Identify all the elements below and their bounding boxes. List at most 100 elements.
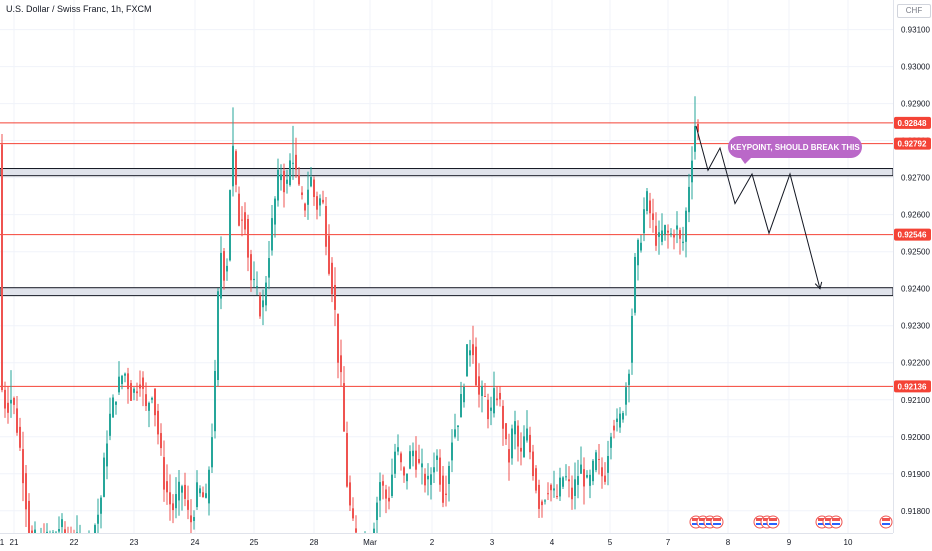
candle-body (463, 387, 465, 403)
candle-body (682, 241, 684, 244)
candle-body (658, 232, 660, 237)
candle-body (160, 433, 162, 449)
flag-ring (710, 515, 724, 529)
y-tick-label: 0.92500 (901, 248, 930, 257)
candle-body (130, 383, 132, 401)
y-tick-label: 0.92000 (901, 433, 930, 442)
candle-body (127, 373, 129, 390)
chart-title: U.S. Dollar / Swiss Franc, 1h, FXCM (6, 4, 152, 14)
time-axis[interactable] (0, 533, 893, 551)
candle-body (304, 203, 306, 211)
candle-body (349, 482, 351, 506)
x-tick-label: 10 (844, 538, 853, 547)
x-tick-label: 11 (0, 538, 5, 547)
candle-body (661, 230, 663, 242)
candle-body (409, 451, 411, 469)
candle-body (109, 413, 111, 436)
candle-body (94, 525, 96, 534)
candle-body (337, 313, 339, 363)
candle-body (151, 397, 153, 400)
flag-us-icon (879, 515, 893, 529)
level-price-tag (894, 228, 931, 241)
candle-body (649, 200, 651, 214)
price-axis[interactable] (893, 0, 932, 533)
candle-body (478, 376, 480, 395)
candle-body (541, 501, 543, 506)
candle-body (199, 488, 201, 494)
candle-body (271, 218, 273, 251)
candle-body (136, 391, 138, 394)
candle-body (490, 407, 492, 411)
candle-body (646, 191, 648, 211)
y-tick-label: 0.92400 (901, 285, 930, 294)
candle-body (205, 493, 207, 498)
level-price-text: 0.92546 (898, 231, 927, 240)
candle-body (58, 529, 60, 532)
candlesticks (1, 96, 699, 550)
candle-body (61, 519, 63, 528)
candle-body (559, 477, 561, 497)
candle-body (307, 189, 309, 205)
candle-body (607, 456, 609, 473)
candle-body (217, 291, 219, 381)
flag-ring (766, 515, 780, 529)
candle-body (340, 355, 342, 373)
x-tick-label: 25 (250, 538, 259, 547)
candle-body (178, 481, 180, 501)
flag-stripe (713, 518, 721, 521)
candle-body (7, 402, 9, 413)
callout-bubble (728, 136, 862, 158)
candle-body (454, 429, 456, 437)
y-tick-label: 0.93000 (901, 63, 930, 72)
currency-button[interactable]: CHF (897, 4, 931, 18)
flag-stripe (769, 523, 777, 525)
x-tick-label: 3 (490, 538, 495, 547)
candle-body (214, 370, 216, 432)
y-tick-label: 0.92700 (901, 174, 930, 183)
candle-body (229, 190, 231, 261)
candle-body (244, 212, 246, 230)
candle-body (529, 434, 531, 453)
candle-body (25, 473, 27, 510)
candle-body (538, 484, 540, 509)
candle-body (697, 123, 699, 132)
flag-stripe (882, 523, 890, 525)
candle-body (22, 449, 24, 484)
flag-stripe (756, 523, 764, 525)
candle-body (145, 394, 147, 407)
level-price-tag (894, 116, 931, 129)
candle-body (418, 458, 420, 463)
flag-ring (879, 515, 893, 529)
flag-stripe (825, 518, 833, 521)
candle-body (232, 145, 234, 187)
candle-body (319, 198, 321, 206)
candle-body (253, 278, 255, 281)
candle-body (226, 265, 228, 272)
flag-stripe (882, 518, 890, 521)
flag-stripe (756, 518, 764, 521)
candle-body (613, 425, 615, 431)
candle-body (331, 262, 333, 295)
candle-body (562, 477, 564, 487)
candle-body (124, 373, 126, 376)
candle-body (628, 373, 630, 385)
candle-body (211, 437, 213, 468)
callout-pointer (740, 157, 752, 164)
candle-body (112, 397, 114, 418)
level-price-text: 0.92792 (898, 140, 927, 149)
candle-body (565, 476, 567, 478)
candle-body (610, 436, 612, 448)
flag-stripe (818, 518, 826, 521)
candle-body (334, 285, 336, 310)
candle-body (208, 469, 210, 504)
candle-body (172, 503, 174, 511)
candle-body (592, 460, 594, 482)
candle-body (508, 449, 510, 463)
candle-body (241, 219, 243, 221)
candle-body (64, 529, 66, 535)
flag-us-icon (829, 515, 843, 529)
candle-body (250, 254, 252, 281)
candle-body (184, 484, 186, 499)
